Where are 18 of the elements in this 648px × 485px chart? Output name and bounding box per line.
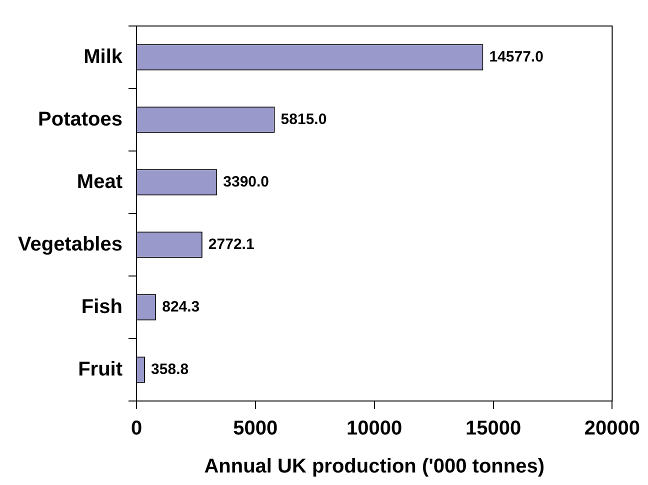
data-label: 3390.0 bbox=[223, 173, 270, 190]
data-label: 824.3 bbox=[162, 298, 200, 316]
x-tick-label: 10000 bbox=[346, 418, 402, 440]
data-label: 2772.1 bbox=[208, 236, 254, 253]
data-label: 14577.0 bbox=[489, 48, 544, 66]
x-tick-label: 0 bbox=[130, 418, 142, 440]
data-label: 358.8 bbox=[151, 360, 189, 378]
y-tick-label: Milk bbox=[84, 46, 124, 68]
x-tick-label: 20000 bbox=[584, 418, 640, 440]
y-tick-label: Potatoes bbox=[38, 108, 122, 130]
x-tick-label: 5000 bbox=[233, 418, 278, 440]
x-axis-title: Annual UK production ('000 tonnes) bbox=[204, 456, 545, 478]
y-tick-label: Fruit bbox=[78, 358, 123, 380]
y-tick-label: Meat bbox=[76, 170, 123, 193]
x-tick-label: 15000 bbox=[465, 418, 522, 440]
data-label: 5815.0 bbox=[280, 110, 327, 128]
y-tick-label: Vegetables bbox=[18, 233, 122, 256]
y-tick-label: Fish bbox=[81, 296, 122, 318]
